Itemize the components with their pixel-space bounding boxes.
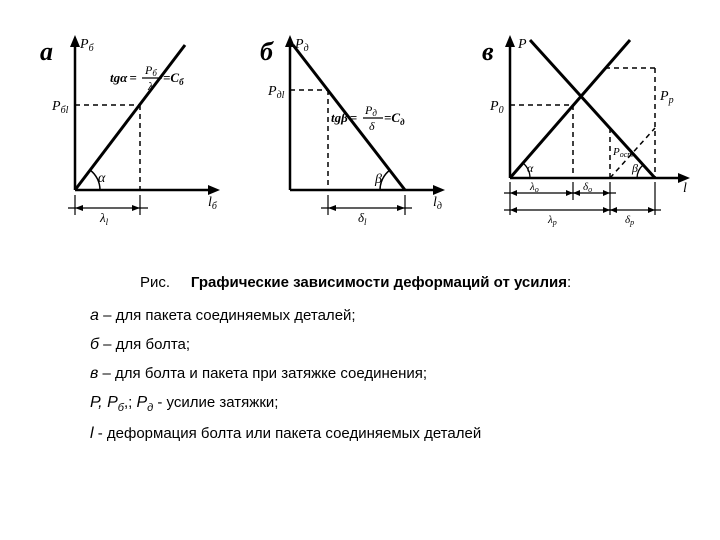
chart-a-svg: а Рб Рбl lб tgα= Рб λ =Cб α λl — [20, 20, 235, 230]
chart-c-svg: в Р Р0 Рр Рост l α β λо δо λр δр — [470, 20, 705, 230]
figure-prefix: Рис. — [140, 274, 170, 291]
caption: Рис. Графические зависимости деформаций … — [20, 270, 700, 447]
svg-text:Рд: Рд — [364, 103, 377, 118]
svg-text:λl: λl — [99, 210, 109, 227]
svg-text:Рб: Рб — [79, 37, 95, 54]
svg-text:Р0: Р0 — [489, 99, 504, 116]
legend-l: l - деформация болта или пакета соединяе… — [90, 420, 700, 447]
svg-text:Р: Р — [517, 37, 527, 52]
legend-p: Р, Рб,; Рд - усилие затяжки; — [90, 389, 700, 418]
svg-text:Рб: Рб — [144, 63, 157, 78]
svg-text:δр: δр — [625, 214, 634, 227]
svg-text:Рд: Рд — [294, 37, 309, 54]
svg-text:β: β — [374, 172, 382, 187]
svg-text:Рр: Рр — [659, 89, 674, 106]
svg-text:δ: δ — [369, 119, 375, 133]
svg-text:Рост: Рост — [612, 146, 633, 159]
svg-text:lб: lб — [208, 195, 218, 212]
legend-b: б – для болта; — [90, 331, 700, 358]
svg-text:l: l — [683, 181, 687, 196]
chart-c: в Р Р0 Рр Рост l α β λо δо λр δр — [470, 20, 705, 230]
svg-text:λо: λо — [529, 181, 539, 194]
svg-text:λ: λ — [147, 79, 153, 93]
svg-text:tgα=: tgα= — [110, 70, 137, 85]
chart-c-letter: в — [482, 37, 494, 66]
svg-text:lд: lд — [433, 195, 442, 212]
svg-text:λр: λр — [547, 214, 557, 227]
svg-text:α: α — [527, 161, 534, 175]
svg-text:β: β — [631, 161, 638, 175]
svg-text:=Cб: =Cб — [163, 70, 184, 87]
svg-text:δl: δl — [358, 210, 367, 227]
chart-b-letter: б — [260, 37, 274, 66]
svg-text:α: α — [98, 171, 106, 186]
legend-v: в – для болта и пакета при затяжке соеди… — [90, 360, 700, 387]
svg-text:Рдl: Рдl — [267, 84, 285, 101]
figure-title: Графические зависимости деформаций от ус… — [191, 274, 567, 291]
chart-b: б Рд Рдl lд tgβ= Рд δ =Cд β δl — [245, 20, 460, 230]
svg-text:Рбl: Рбl — [51, 99, 69, 116]
chart-b-svg: б Рд Рдl lд tgβ= Рд δ =Cд β δl — [245, 20, 460, 230]
svg-text:=Cд: =Cд — [384, 110, 405, 127]
chart-a-letter: а — [40, 37, 53, 66]
legend-a: а – для пакета соединяемых деталей; — [90, 302, 700, 329]
svg-text:tgβ=: tgβ= — [331, 110, 357, 125]
caption-title: Рис. Графические зависимости деформаций … — [90, 270, 700, 296]
svg-text:δо: δо — [583, 181, 592, 194]
chart-a: а Рб Рбl lб tgα= Рб λ =Cб α λl — [20, 20, 235, 230]
